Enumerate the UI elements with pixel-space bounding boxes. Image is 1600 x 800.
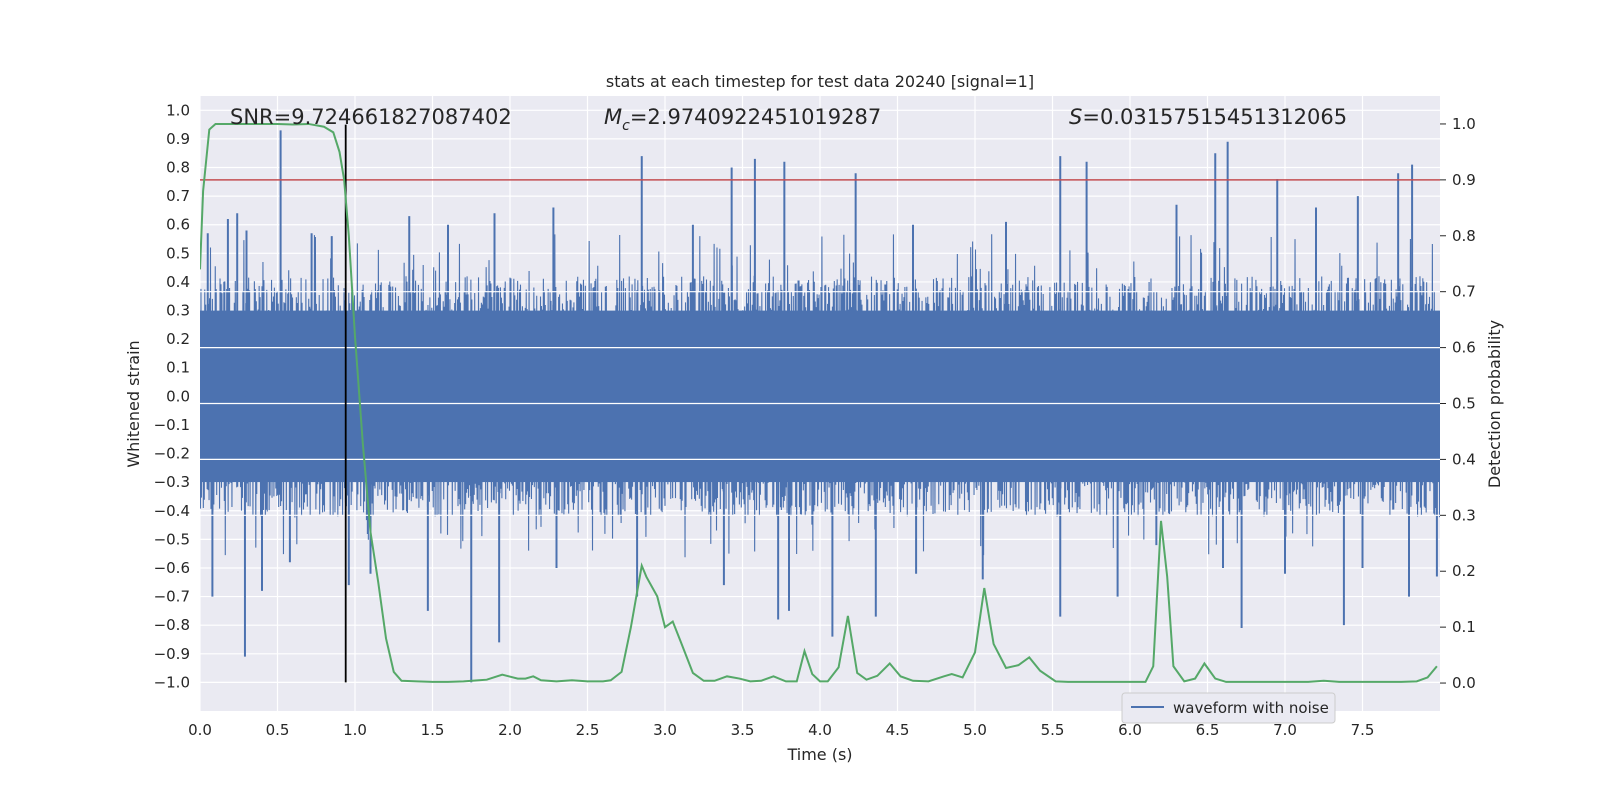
- y2-tick-label: 1.0: [1452, 115, 1476, 133]
- y2-tick-label: 0.8: [1452, 227, 1476, 245]
- y2-axis-label: Detection probability: [1485, 320, 1504, 488]
- y2-tick-label: 0.0: [1452, 674, 1476, 692]
- x-tick-label: 1.5: [421, 721, 445, 739]
- y2-tick-label: 0.7: [1452, 283, 1476, 301]
- y-tick-label: 0.4: [166, 273, 190, 291]
- x-tick-label: 1.0: [343, 721, 367, 739]
- y-tick-label: −0.2: [154, 445, 190, 463]
- x-tick-labels: 0.0 0.5 1.0 1.5 2.0 2.5 3.0 3.5 4.0 4.5 5.0 5.5 6.0 6…: [188, 721, 1374, 739]
- chirp-mass-symbol: M: [604, 105, 622, 129]
- score-value: =0.031575154513120​65: [1082, 105, 1347, 129]
- y2-tick-label: 0.3: [1452, 506, 1476, 524]
- y-tick-label: −0.4: [154, 502, 190, 520]
- y-tick-label: 0.1: [166, 359, 190, 377]
- overlay-lines: [200, 122, 1440, 683]
- chart-title: stats at each timestep for test data 202…: [606, 72, 1034, 91]
- x-tick-label: 0.5: [266, 721, 290, 739]
- x-tick-label: 5.0: [963, 721, 987, 739]
- y-tick-label: −0.9: [154, 645, 190, 663]
- y-tick-label: −0.1: [154, 416, 190, 434]
- probability-line: [200, 122, 1438, 683]
- x-tick-label: 3.0: [653, 721, 677, 739]
- x-tick-label: 4.5: [886, 721, 910, 739]
- y2-tick-label: 0.4: [1452, 450, 1476, 468]
- x-tick-label: 0.0: [188, 721, 212, 739]
- y-tick-label: −1.0: [154, 673, 190, 691]
- x-tick-label: 7.5: [1351, 721, 1375, 739]
- y-tick-label: 0.7: [166, 187, 190, 205]
- legend: waveform with noise: [1121, 692, 1336, 724]
- y2-tick-label: 0.5: [1452, 395, 1476, 413]
- y-axis-label: Whitened strain: [124, 340, 143, 467]
- x-tick-label: 5.5: [1041, 721, 1065, 739]
- y-tick-label: 0.9: [166, 130, 190, 148]
- y-tick-label: 1.0: [166, 101, 190, 119]
- y2-tick-label: 0.2: [1452, 562, 1476, 580]
- legend-box: [1121, 692, 1336, 724]
- y-tick-label: 0.6: [166, 216, 190, 234]
- chirp-mass-value: =2.9740922451019287: [630, 105, 881, 129]
- x-tick-label: 2.5: [576, 721, 600, 739]
- score-symbol: S: [1069, 105, 1082, 129]
- chirp-mass-subscript: c: [622, 118, 630, 134]
- x-tick-label: 2.0: [498, 721, 522, 739]
- x-tick-label: 7.0: [1273, 721, 1297, 739]
- y-tick-label: 0.8: [166, 159, 190, 177]
- snr-annotation: SNR=9.724661827087402: [230, 105, 512, 129]
- x-tick-label: 3.5: [731, 721, 755, 739]
- y-tick-label: −0.6: [154, 559, 190, 577]
- x-tick-label: 6.5: [1196, 721, 1220, 739]
- chirp-mass-annotation: Mc=2.9740922451019287: [604, 105, 881, 134]
- y-tick-label: 0.2: [166, 330, 190, 348]
- y-tick-label: −0.5: [154, 530, 190, 548]
- x-axis-label: Time (s): [786, 745, 852, 764]
- y2-tick-label: 0.9: [1452, 171, 1476, 189]
- waveform-core: [200, 310, 1440, 483]
- y2-tick-labels: 1.0 0.9 0.8 0.7 0.6 0.5 0.4 0.3 0.2 0.1 0.0: [1440, 115, 1476, 692]
- x-tick-label: 4.0: [808, 721, 832, 739]
- y-tick-label: 0.5: [166, 244, 190, 262]
- y-tick-label: −0.8: [154, 616, 190, 634]
- y-tick-label: 0.0: [166, 387, 190, 405]
- y-tick-label: −0.7: [154, 588, 190, 606]
- y-tick-label: −0.3: [154, 473, 190, 491]
- score-annotation: S=0.031575154513120​65: [1069, 105, 1347, 129]
- x-tick-label: 6.0: [1118, 721, 1142, 739]
- y2-tick-label: 0.1: [1452, 618, 1476, 636]
- legend-label: waveform with noise: [1173, 699, 1329, 717]
- y2-tick-label: 0.6: [1452, 339, 1476, 357]
- waveform-series: [200, 130, 1440, 683]
- y-tick-labels: 1.0 0.9 0.8 0.7 0.6 0.5 0.4 0.3 0.2 0.1 0.0 −0.1 −0.…: [154, 101, 190, 691]
- y-tick-label: 0.3: [166, 302, 190, 320]
